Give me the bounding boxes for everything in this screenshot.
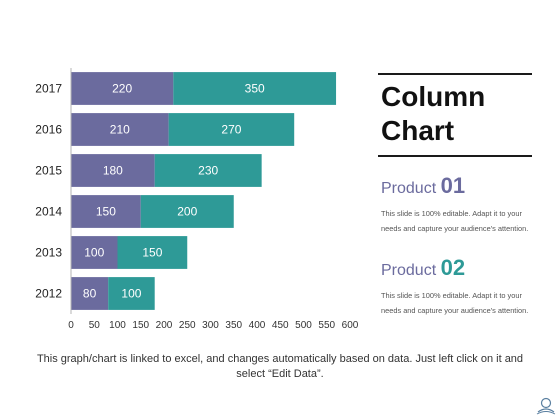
bar-2015-series-2 <box>154 154 262 187</box>
x-tick-label-550: 550 <box>318 320 335 331</box>
x-tick-label-400: 400 <box>249 320 266 331</box>
y-tick-label-2014: 2014 <box>35 205 62 219</box>
x-tick-label-50: 50 <box>89 320 101 331</box>
product-01-name: Product <box>381 180 437 197</box>
x-tick-label-350: 350 <box>225 320 242 331</box>
bar-2014-series-1 <box>71 195 141 228</box>
bar-2014-series-2 <box>140 195 234 228</box>
doodle-logo-icon <box>536 397 556 415</box>
data-label-2014-series-1: 150 <box>96 205 116 219</box>
x-axis: 0 50 100 150 200 250 300 350 400 450 500 550 600 <box>68 68 359 331</box>
title-bottom-divider <box>378 155 532 157</box>
footer-line-2: select “Edit Data”. <box>236 368 324 380</box>
y-axis-labels: 2017 2016 2015 2014 2013 2012 <box>35 82 62 301</box>
bar-2015-series-1 <box>71 154 155 187</box>
panel-title-line2: Chart <box>381 115 455 146</box>
y-tick-label-2016: 2016 <box>35 123 62 137</box>
y-tick-label-2015: 2015 <box>35 164 62 178</box>
product-01-number: 01 <box>440 173 466 198</box>
data-label-2013-series-1: 100 <box>84 246 104 260</box>
data-label-2013-series-2: 150 <box>142 246 162 260</box>
x-tick-label-300: 300 <box>202 320 219 331</box>
data-label-2012-series-2: 100 <box>121 287 141 301</box>
bar-2012-series-1 <box>71 277 109 310</box>
data-label-2015-series-2: 230 <box>198 164 218 178</box>
product-02-name: Product <box>381 262 437 279</box>
x-tick-label-500: 500 <box>295 320 312 331</box>
product-02-heading: Product 02 <box>381 255 541 281</box>
footer-note: This graph/chart is linked to excel, and… <box>30 352 530 382</box>
bar-2017-series-2 <box>173 72 337 105</box>
x-tick-label-150: 150 <box>132 320 149 331</box>
panel-title: Column Chart <box>381 80 531 148</box>
bar-2013-series-1 <box>71 236 118 269</box>
data-label-2012-series-1: 80 <box>83 287 97 301</box>
product-01-block: Product 01 This slide is 100% editable. … <box>381 173 541 236</box>
x-tick-label-600: 600 <box>342 320 359 331</box>
bars-group: 220 350 210 270 180 230 150 200 100 150 80 100 <box>71 72 337 310</box>
data-label-2015-series-1: 180 <box>103 164 123 178</box>
x-tick-label-200: 200 <box>156 320 173 331</box>
product-01-description: This slide is 100% editable. Adapt it to… <box>381 209 529 233</box>
bar-2013-series-2 <box>117 236 188 269</box>
data-label-2017-series-1: 220 <box>112 82 132 96</box>
bar-2012-series-2 <box>108 277 155 310</box>
x-tick-label-250: 250 <box>179 320 196 331</box>
y-tick-label-2012: 2012 <box>35 287 62 301</box>
product-02-description: This slide is 100% editable. Adapt it to… <box>381 291 529 315</box>
data-label-2017-series-2: 350 <box>245 82 265 96</box>
data-label-2014-series-2: 200 <box>177 205 197 219</box>
bar-2016-series-1 <box>71 113 169 146</box>
title-top-divider <box>378 73 532 75</box>
data-label-2016-series-2: 270 <box>221 123 241 137</box>
x-tick-label-450: 450 <box>272 320 289 331</box>
bar-2017-series-1 <box>71 72 174 105</box>
y-tick-label-2013: 2013 <box>35 246 62 260</box>
footer-line-1: This graph/chart is linked to excel, and… <box>36 353 524 365</box>
x-tick-label-0: 0 <box>68 320 74 331</box>
panel-title-line1: Column <box>381 81 486 112</box>
y-tick-label-2017: 2017 <box>35 82 62 96</box>
bar-2016-series-2 <box>168 113 295 146</box>
product-01-heading: Product 01 <box>381 173 541 199</box>
x-tick-label-100: 100 <box>109 320 126 331</box>
data-label-2016-series-1: 210 <box>110 123 130 137</box>
product-02-number: 02 <box>440 255 466 280</box>
product-02-block: Product 02 This slide is 100% editable. … <box>381 255 541 318</box>
